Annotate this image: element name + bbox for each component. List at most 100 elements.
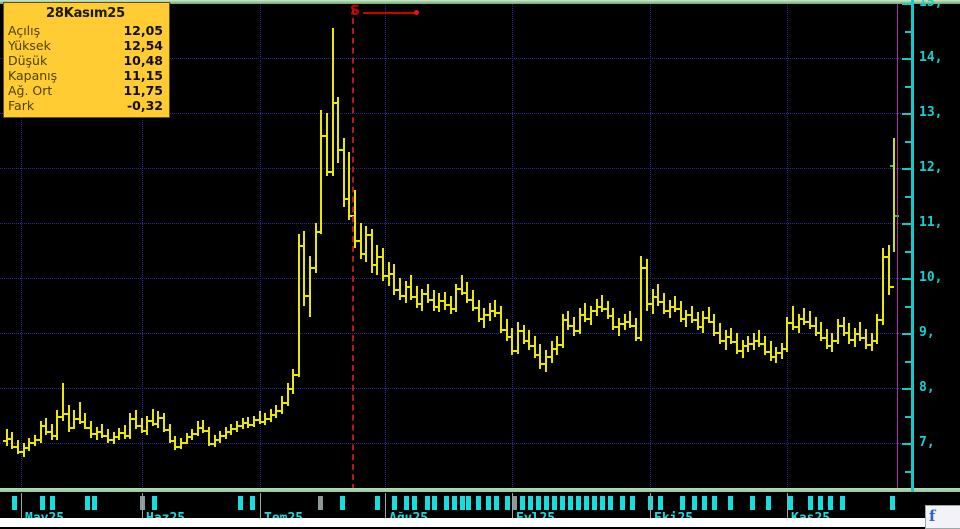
- ohlc-open-tick: [37, 438, 40, 441]
- ohlc-bar: [792, 305, 794, 331]
- info-row-value: -0,32: [126, 98, 163, 113]
- ohlc-bar: [135, 410, 137, 430]
- price-axis[interactable]: 15, 14, 13, 12, 11, 10, 9, 8, 7,: [902, 0, 960, 492]
- ohlc-bar: [472, 290, 474, 311]
- ohlc-bar: [809, 311, 811, 329]
- ohlc-open-tick: [593, 309, 596, 312]
- session-marker: [576, 496, 581, 510]
- info-row: Ağ. Ort 11,75: [8, 83, 163, 98]
- ohlc-open-tick: [25, 447, 28, 450]
- ohlc-open-tick: [480, 317, 483, 320]
- ohlc-open-tick: [31, 441, 34, 444]
- ohlc-open-tick: [239, 425, 242, 428]
- ohlc-open-tick: [598, 305, 601, 308]
- info-row-value: 11,15: [123, 68, 163, 83]
- ohlc-bar: [332, 27, 334, 177]
- ohlc-bar: [40, 421, 42, 443]
- ohlc-bar: [461, 275, 463, 295]
- ohlc-open-tick: [739, 349, 742, 352]
- ohlc-open-tick: [199, 426, 202, 429]
- session-marker: [584, 496, 589, 510]
- ohlc-open-tick: [424, 293, 427, 296]
- ohlc-open-tick: [452, 308, 455, 311]
- price-axis-label: 7,: [919, 435, 935, 450]
- session-marker: [392, 496, 397, 510]
- ohlc-open-tick: [312, 267, 315, 269]
- ohlc-open-tick: [536, 353, 539, 356]
- ohlc-bar: [539, 344, 541, 369]
- ohlc-bar: [506, 319, 508, 342]
- session-marker: [552, 496, 557, 510]
- ohlc-bar: [242, 418, 244, 430]
- ohlc-bar: [6, 429, 8, 446]
- ohlc-open-tick: [42, 425, 45, 428]
- ohlc-open-tick: [755, 339, 758, 342]
- ohlc-open-tick: [885, 256, 888, 258]
- ohlc-open-tick: [3, 440, 6, 443]
- ohlc-bar: [742, 339, 744, 358]
- ohlc-bar: [107, 429, 109, 443]
- ohlc-open-tick: [497, 312, 500, 315]
- ohlc-open-tick: [761, 342, 764, 345]
- ohlc-bar: [337, 96, 339, 163]
- ohlc-open-tick: [402, 294, 405, 297]
- ohlc-open-tick: [463, 291, 466, 294]
- ohlc-bar: [893, 138, 895, 252]
- ohlc-bar: [691, 305, 693, 324]
- ohlc-bar: [523, 324, 525, 344]
- gridline-vertical: [512, 4, 513, 489]
- ohlc-bar: [96, 426, 98, 441]
- session-marker: [476, 496, 481, 510]
- ohlc-bar: [360, 223, 362, 259]
- gridline-vertical: [385, 4, 386, 489]
- corner-widget[interactable]: f: [925, 505, 960, 529]
- ohlc-open-tick: [295, 374, 298, 377]
- session-marker: [568, 496, 573, 510]
- ohlc-bar: [556, 335, 558, 355]
- ohlc-open-tick: [699, 326, 702, 329]
- session-marker: [600, 496, 605, 510]
- ohlc-info-panel[interactable]: 28Kasım25 Açılış 12,05 Yüksek 12,54 Düşük 10,…: [3, 2, 170, 118]
- ohlc-open-tick: [81, 421, 84, 423]
- ohlc-bar: [708, 306, 710, 324]
- ohlc-open-tick: [862, 337, 865, 340]
- ohlc-open-tick: [115, 436, 118, 439]
- ohlc-open-tick: [727, 335, 730, 338]
- ohlc-open-tick: [868, 344, 871, 346]
- ohlc-bar: [685, 309, 687, 328]
- price-axis-tick-minor: [905, 195, 912, 198]
- ohlc-bar: [197, 421, 199, 437]
- ohlc-open-tick: [581, 313, 584, 316]
- month-separator: [142, 493, 143, 527]
- session-marker: [466, 496, 471, 510]
- plot-bottom-border: [0, 488, 960, 492]
- price-axis-tick-minor: [905, 250, 912, 253]
- info-row-value: 11,75: [123, 83, 163, 98]
- ohlc-open-tick: [194, 433, 197, 436]
- ohlc-open-tick: [278, 410, 281, 412]
- ohlc-bar: [169, 423, 171, 443]
- ohlc-bar: [725, 330, 727, 350]
- ohlc-open-tick: [53, 434, 56, 437]
- ohlc-open-tick: [879, 319, 882, 322]
- cursor-crosshair-vertical[interactable]: [352, 8, 354, 490]
- ohlc-open-tick: [160, 416, 163, 419]
- ohlc-open-tick: [654, 295, 657, 298]
- session-marker: [818, 496, 823, 510]
- ohlc-open-tick: [604, 308, 607, 311]
- ohlc-open-tick: [261, 421, 264, 423]
- ohlc-bar: [157, 411, 159, 428]
- month-separator: [512, 493, 513, 527]
- ohlc-bar: [607, 301, 609, 320]
- session-marker: [890, 496, 895, 510]
- ohlc-bar: [489, 302, 491, 321]
- session-marker: [486, 496, 491, 510]
- session-marker: [425, 496, 430, 510]
- info-date-label: 28Kasım25: [46, 6, 125, 21]
- ohlc-bar: [854, 327, 856, 347]
- ohlc-bar: [163, 412, 165, 432]
- ohlc-open-tick: [688, 313, 691, 316]
- ohlc-open-tick: [531, 345, 534, 348]
- ohlc-open-tick: [256, 418, 259, 421]
- ohlc-open-tick: [149, 419, 152, 422]
